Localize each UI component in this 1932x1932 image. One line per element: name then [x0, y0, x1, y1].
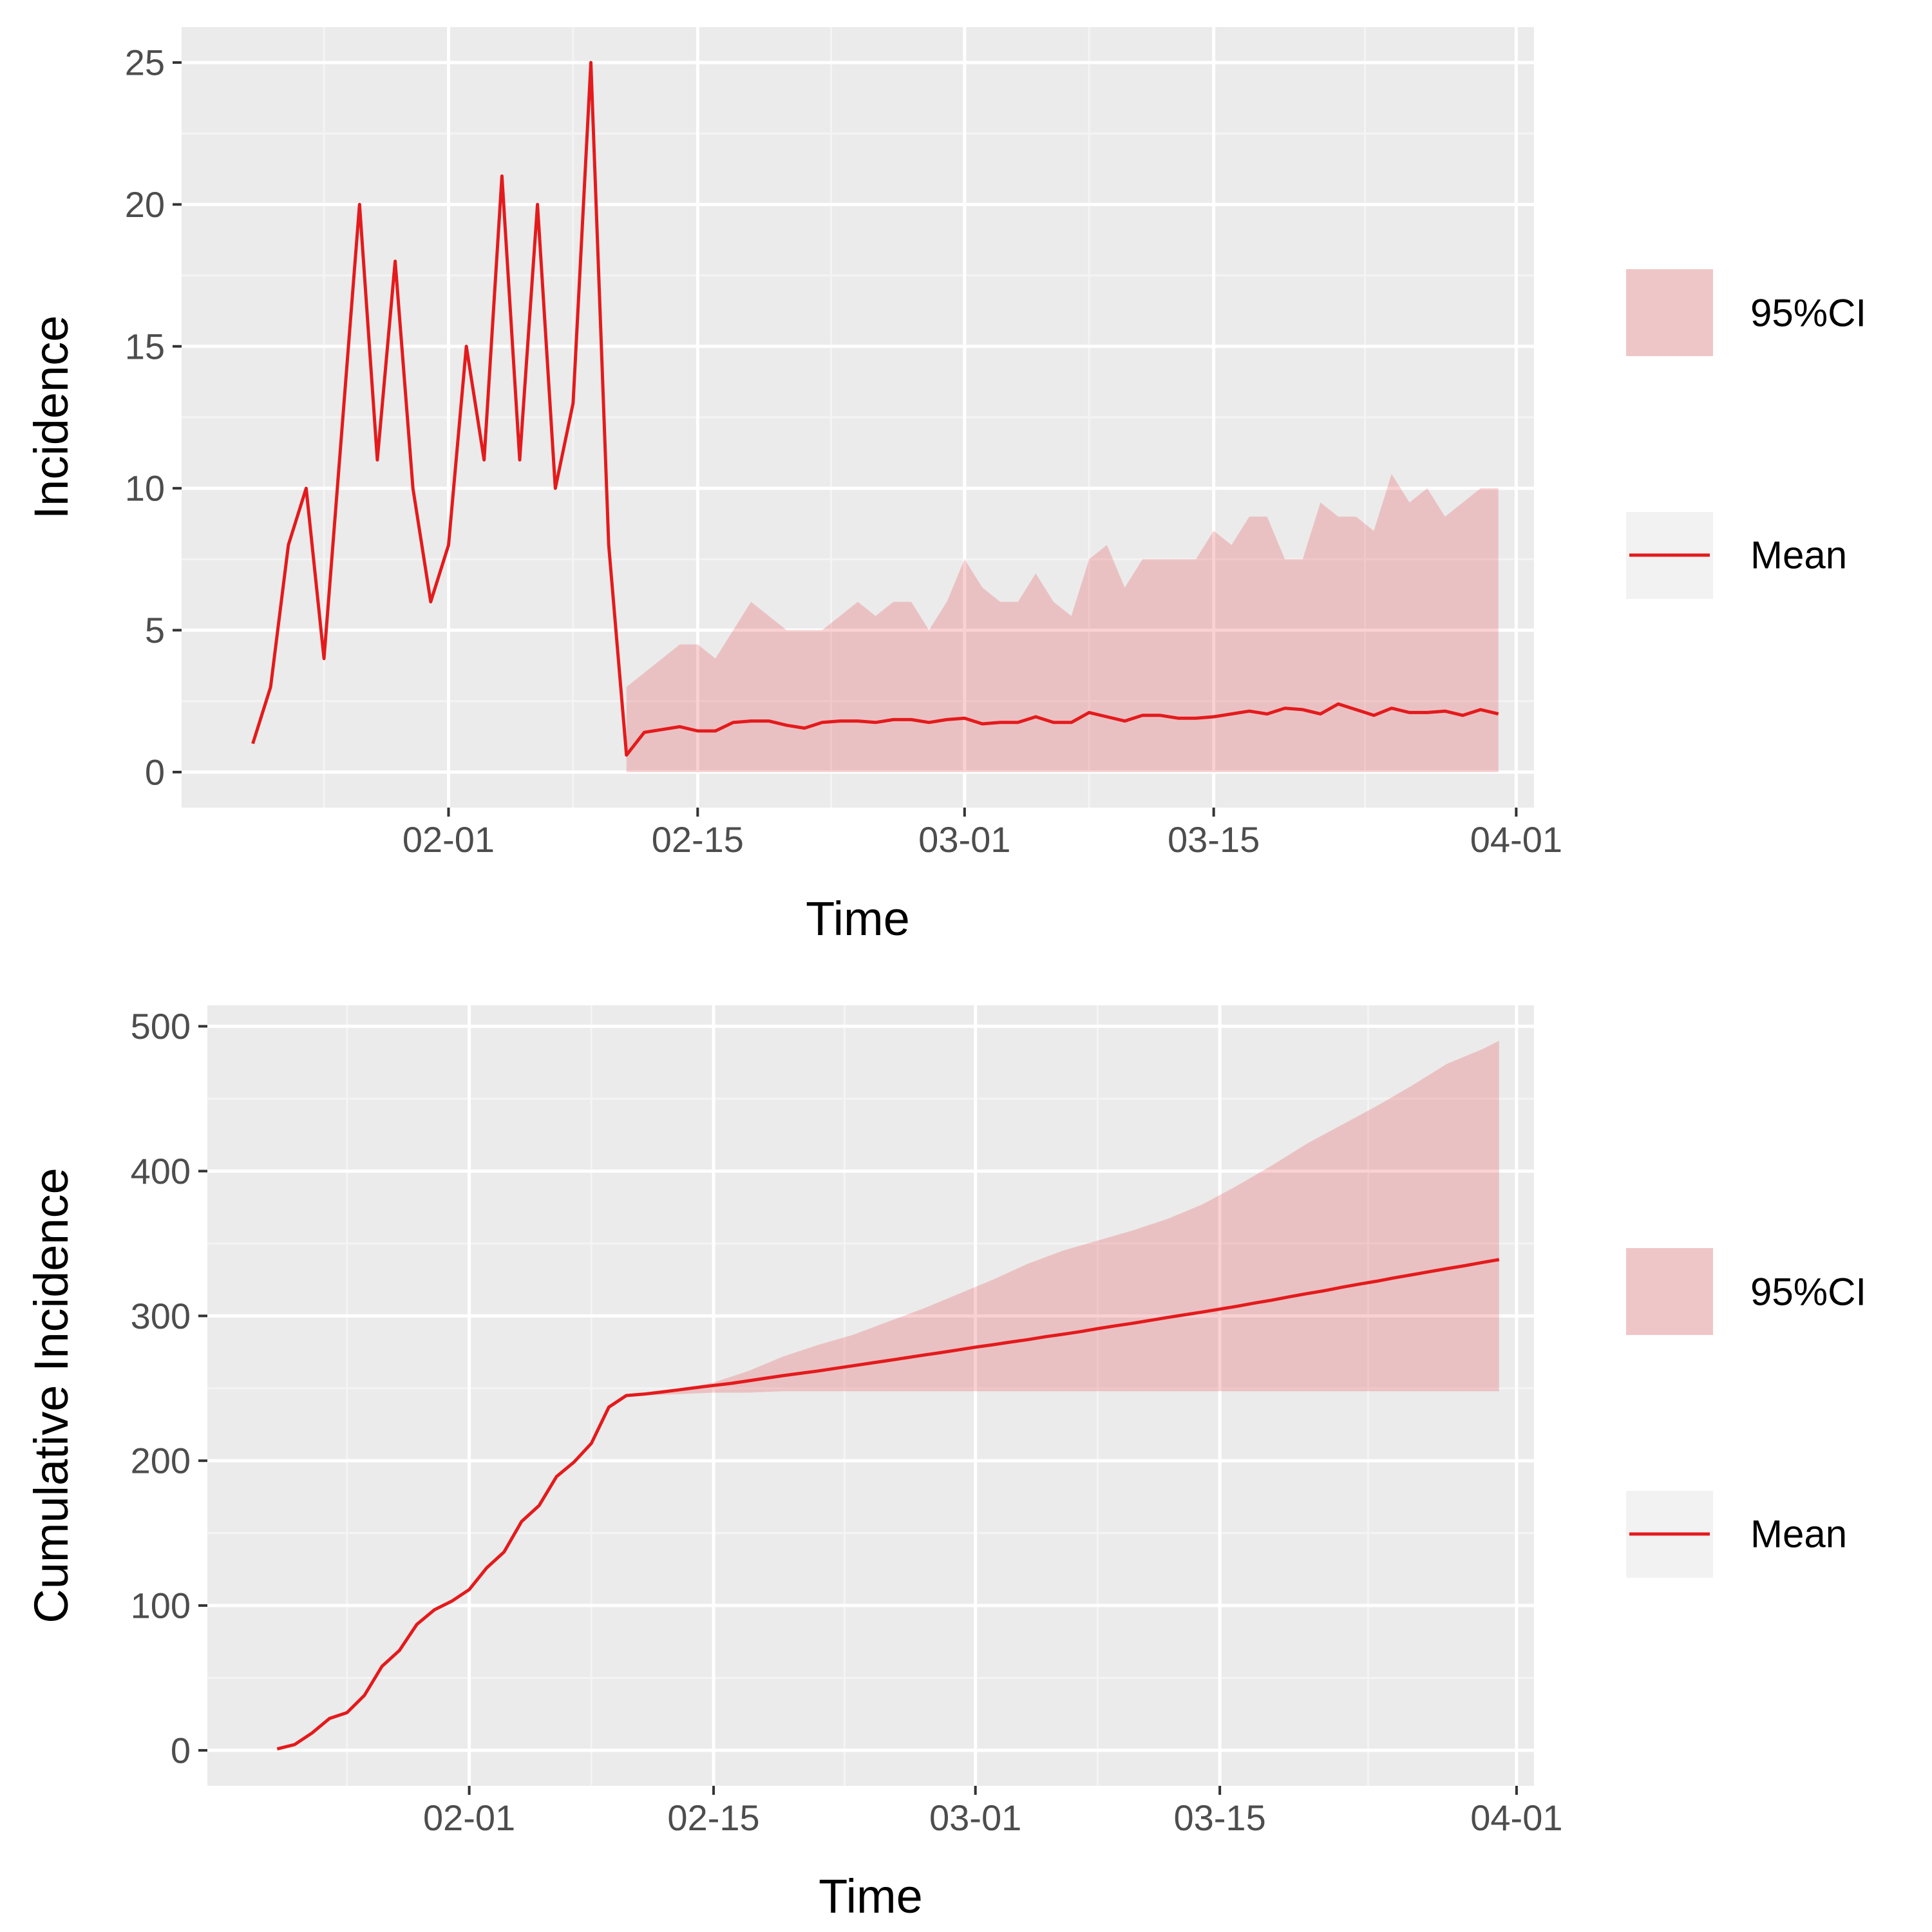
- legend-incidence: 95%CI Mean: [1626, 269, 1866, 599]
- y-axis-title-incidence: Incidence: [24, 316, 78, 520]
- legend-cumulative: 95%CI Mean: [1626, 1248, 1866, 1578]
- line-layer-incidence: [251, 61, 1499, 757]
- x-tick-label: 03-15: [1168, 819, 1260, 860]
- cumulative-incidence-chart: 0 100 200 300 400 500 02-01 02-15 03-01 03-15 04-0…: [24, 1005, 1866, 1923]
- y-tick-label: 200: [131, 1441, 191, 1481]
- x-axis-title-cumulative: Time: [819, 1870, 923, 1923]
- ribbon-layer-incidence: [626, 474, 1499, 772]
- y-tick-label: 400: [131, 1151, 191, 1191]
- y-tick-label: 25: [125, 43, 165, 83]
- legend-label-ci-incidence: 95%CI: [1750, 292, 1866, 335]
- y-tick-label: 0: [171, 1730, 191, 1770]
- legend-key-ci-fill: [1626, 1248, 1713, 1335]
- legend-key-ci-cumulative: [1626, 1248, 1713, 1335]
- x-axis-title-incidence: Time: [806, 892, 910, 945]
- y-tick-label: 20: [125, 184, 165, 225]
- y-tick-label: 100: [131, 1586, 191, 1626]
- grid-cumulative: [207, 1005, 1534, 1786]
- y-tick-label: 5: [145, 610, 165, 650]
- x-tick-label: 03-15: [1173, 1797, 1265, 1838]
- x-tick-label: 04-01: [1470, 819, 1562, 860]
- plot-panel-cumulative: [207, 1005, 1534, 1786]
- mean-line: [276, 1258, 1500, 1751]
- legend-key-ci-fill: [1626, 269, 1713, 356]
- axes-cumulative: 0 100 200 300 400 500 02-01 02-15 03-01 03-15 04-0…: [131, 1006, 1563, 1838]
- legend-label-mean-cumulative: Mean: [1750, 1513, 1847, 1556]
- x-tick-label: 03-01: [918, 819, 1010, 860]
- legend-key-ci-incidence: [1626, 269, 1713, 356]
- mean-line: [251, 61, 1499, 757]
- x-tick-label: 02-01: [423, 1797, 515, 1838]
- ribbon-layer-cumulative: [643, 1041, 1499, 1396]
- y-axis-title-cumulative: Cumulative Incidence: [24, 1168, 78, 1623]
- ci-ribbon: [643, 1041, 1499, 1396]
- y-tick-label: 15: [125, 326, 165, 366]
- legend-label-ci-cumulative: 95%CI: [1750, 1271, 1866, 1314]
- y-tick-label: 500: [131, 1006, 191, 1046]
- y-tick-label: 300: [131, 1296, 191, 1336]
- incidence-chart: 0 5 10 15 20 25 02-01 02-15 03-01 03-15 04-01 Inci…: [24, 27, 1866, 945]
- ci-ribbon: [626, 474, 1499, 772]
- x-tick-label: 04-01: [1470, 1797, 1562, 1838]
- y-tick-label: 10: [125, 468, 165, 509]
- x-tick-label: 03-01: [929, 1797, 1021, 1838]
- line-layer-cumulative: [276, 1258, 1500, 1751]
- axes-incidence: 0 5 10 15 20 25 02-01 02-15 03-01 03-15 04-01: [125, 43, 1562, 860]
- x-tick-label: 02-15: [652, 819, 744, 860]
- y-tick-label: 0: [145, 752, 165, 792]
- legend-label-mean-incidence: Mean: [1750, 534, 1847, 577]
- x-tick-label: 02-15: [667, 1797, 759, 1838]
- x-tick-label: 02-01: [402, 819, 495, 860]
